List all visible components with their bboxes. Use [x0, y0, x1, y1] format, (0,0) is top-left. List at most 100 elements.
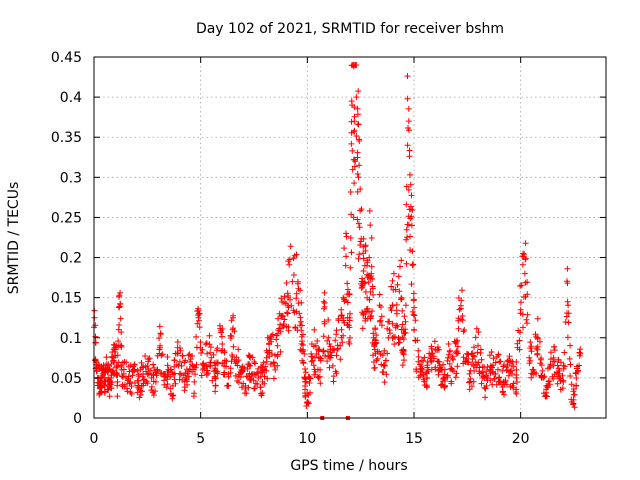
data-point — [490, 355, 497, 362]
data-point — [389, 320, 396, 327]
data-point — [365, 279, 372, 286]
data-point — [533, 345, 540, 352]
data-point — [321, 300, 328, 306]
data-point — [484, 377, 491, 384]
data-point — [349, 166, 356, 173]
data-point — [410, 297, 417, 304]
data-point — [340, 332, 347, 339]
data-point — [513, 366, 520, 373]
data-point — [305, 391, 312, 398]
data-point — [420, 357, 427, 364]
data-point — [153, 372, 160, 379]
data-point — [177, 371, 184, 378]
data-point — [325, 334, 332, 341]
data-point — [506, 353, 513, 360]
data-point — [313, 351, 320, 357]
data-point — [522, 255, 529, 262]
data-point — [354, 149, 361, 156]
data-point — [515, 327, 522, 334]
data-point — [217, 325, 224, 332]
data-point — [519, 253, 526, 260]
data-point — [348, 98, 355, 105]
data-point — [378, 304, 384, 310]
data-point — [408, 222, 415, 229]
data-point — [296, 310, 303, 317]
data-point — [277, 348, 284, 355]
data-point — [114, 352, 121, 359]
data-point — [192, 371, 199, 378]
data-point — [348, 211, 355, 218]
data-point — [415, 347, 422, 354]
data-point — [317, 380, 324, 387]
data-point — [193, 333, 200, 340]
data-point — [403, 236, 410, 243]
data-point — [567, 373, 574, 379]
data-point — [574, 368, 581, 375]
data-point — [388, 283, 395, 290]
data-point — [405, 186, 412, 193]
data-point — [576, 362, 583, 369]
data-point — [174, 344, 181, 351]
data-point — [164, 354, 171, 360]
data-point — [366, 309, 372, 316]
data-point — [550, 354, 557, 361]
data-point — [347, 235, 354, 241]
data-point — [311, 326, 318, 333]
data-point — [340, 317, 347, 324]
data-point — [177, 347, 184, 354]
data-point — [369, 308, 375, 315]
data-point — [573, 382, 580, 389]
data-point — [172, 380, 179, 387]
data-point — [280, 321, 287, 327]
data-point — [554, 380, 561, 387]
data-point — [286, 261, 293, 268]
data-point — [571, 404, 578, 411]
data-point — [403, 201, 410, 208]
data-point — [324, 337, 331, 344]
data-point — [164, 381, 171, 388]
data-point — [315, 366, 321, 373]
data-point — [239, 368, 246, 374]
x-tick-label: 10 — [298, 431, 316, 447]
data-point — [197, 344, 204, 351]
data-point — [135, 371, 142, 378]
data-point — [306, 380, 313, 386]
data-point — [396, 288, 403, 295]
data-point — [284, 310, 291, 317]
data-point — [399, 321, 406, 328]
data-point — [477, 346, 484, 353]
data-point — [293, 251, 300, 258]
data-point — [225, 373, 232, 380]
data-point — [298, 327, 305, 334]
data-point — [397, 263, 403, 270]
data-point — [114, 372, 121, 378]
data-point — [206, 341, 213, 348]
data-point — [259, 390, 266, 396]
data-point — [223, 363, 230, 370]
data-point — [192, 364, 199, 371]
data-point — [106, 365, 113, 372]
data-point — [342, 297, 349, 304]
data-point — [428, 366, 435, 373]
data-point — [175, 362, 182, 369]
data-point — [378, 322, 385, 329]
data-point — [364, 305, 371, 312]
data-point — [293, 295, 300, 302]
data-point — [128, 383, 135, 390]
data-point — [272, 366, 279, 373]
data-point — [356, 162, 363, 169]
data-point — [206, 332, 213, 339]
data-point — [232, 372, 239, 379]
data-point — [351, 104, 358, 111]
data-point — [411, 327, 418, 334]
data-point — [288, 302, 295, 309]
data-point — [146, 355, 153, 362]
y-tick-label: 0 — [73, 411, 82, 427]
data-point — [197, 339, 204, 346]
data-point — [150, 378, 157, 385]
data-point — [430, 355, 437, 362]
data-point — [551, 343, 557, 350]
data-point — [129, 372, 136, 379]
data-point — [324, 358, 331, 365]
